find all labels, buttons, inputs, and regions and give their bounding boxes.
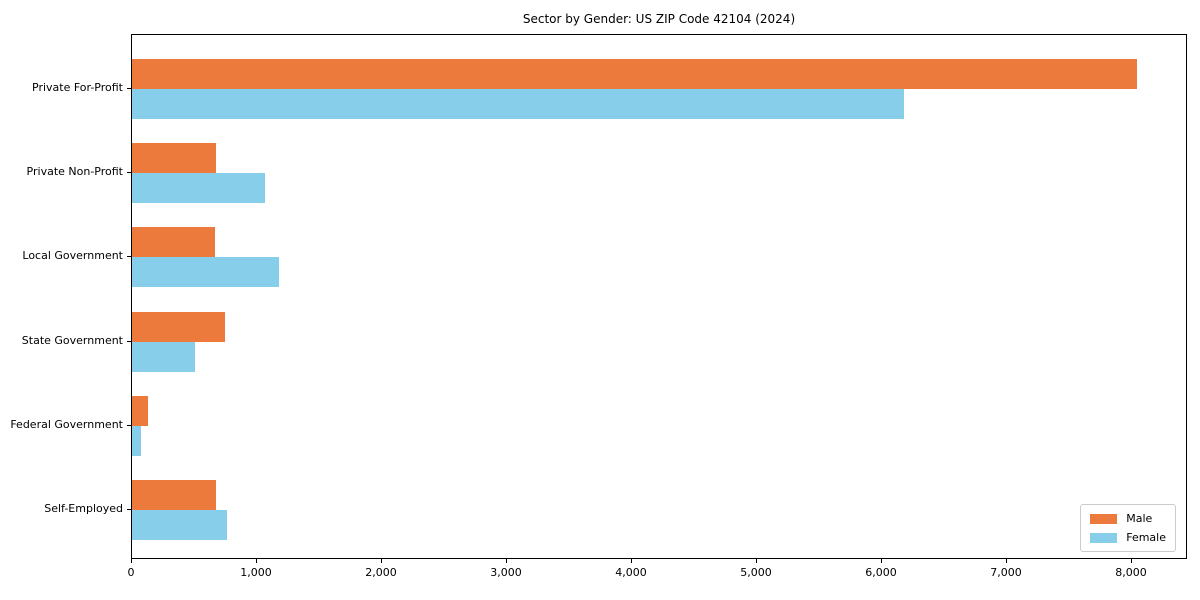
y-axis-tick: [127, 172, 131, 174]
legend-label-female: Female: [1126, 531, 1166, 544]
bar-female: [132, 89, 904, 120]
x-axis-tick-label: 2,000: [365, 566, 397, 579]
x-axis-tick: [631, 559, 632, 563]
legend-swatch-male: [1090, 513, 1118, 524]
chart-title: Sector by Gender: US ZIP Code 42104 (202…: [522, 12, 796, 26]
y-axis-tick: [127, 424, 131, 426]
x-axis-tick: [1131, 559, 1132, 563]
legend-label-male: Male: [1126, 512, 1153, 525]
legend: Male Female: [1080, 504, 1176, 552]
bar-male: [132, 227, 215, 258]
y-axis-tick: [127, 340, 131, 342]
y-axis-label: Federal Government: [10, 417, 123, 431]
bar-female: [132, 341, 195, 372]
x-axis-tick-label: 8,000: [1115, 566, 1147, 579]
y-axis-tick: [127, 88, 131, 90]
x-axis-tick-label: 7,000: [990, 566, 1022, 579]
bar-female: [132, 425, 141, 456]
x-axis-tick: [881, 559, 882, 563]
x-axis-tick: [1006, 559, 1007, 563]
y-axis-label: State Government: [21, 333, 123, 347]
x-axis-tick: [381, 559, 382, 563]
bar-female: [132, 509, 227, 540]
x-axis-tick-label: 3,000: [490, 566, 522, 579]
bar-male: [132, 395, 148, 426]
legend-item-female: Female: [1090, 531, 1166, 544]
bar-male: [132, 143, 216, 174]
bar-male: [132, 59, 1137, 90]
y-axis-tick: [127, 508, 131, 510]
x-axis-tick-label: 6,000: [865, 566, 897, 579]
legend-swatch-female: [1090, 532, 1118, 543]
legend-item-male: Male: [1090, 512, 1166, 525]
x-axis-tick: [506, 559, 507, 563]
y-axis-label: Self-Employed: [44, 501, 123, 515]
bar-female: [132, 173, 265, 204]
x-axis-tick: [131, 559, 132, 563]
x-axis-tick: [756, 559, 757, 563]
bar-male: [132, 479, 216, 510]
x-axis-tick-label: 4,000: [615, 566, 647, 579]
bar-male: [132, 311, 225, 342]
bar-female: [132, 257, 279, 288]
y-axis-tick: [127, 256, 131, 258]
x-axis-tick: [256, 559, 257, 563]
y-axis-label: Private For-Profit: [32, 81, 123, 95]
y-axis-label: Private Non-Profit: [26, 165, 123, 179]
x-axis-tick-label: 0: [127, 566, 135, 579]
x-axis-tick-label: 5,000: [740, 566, 772, 579]
x-axis-tick-label: 1,000: [240, 566, 272, 579]
plot-area: Male Female: [131, 34, 1187, 559]
y-axis-label: Local Government: [22, 249, 123, 263]
